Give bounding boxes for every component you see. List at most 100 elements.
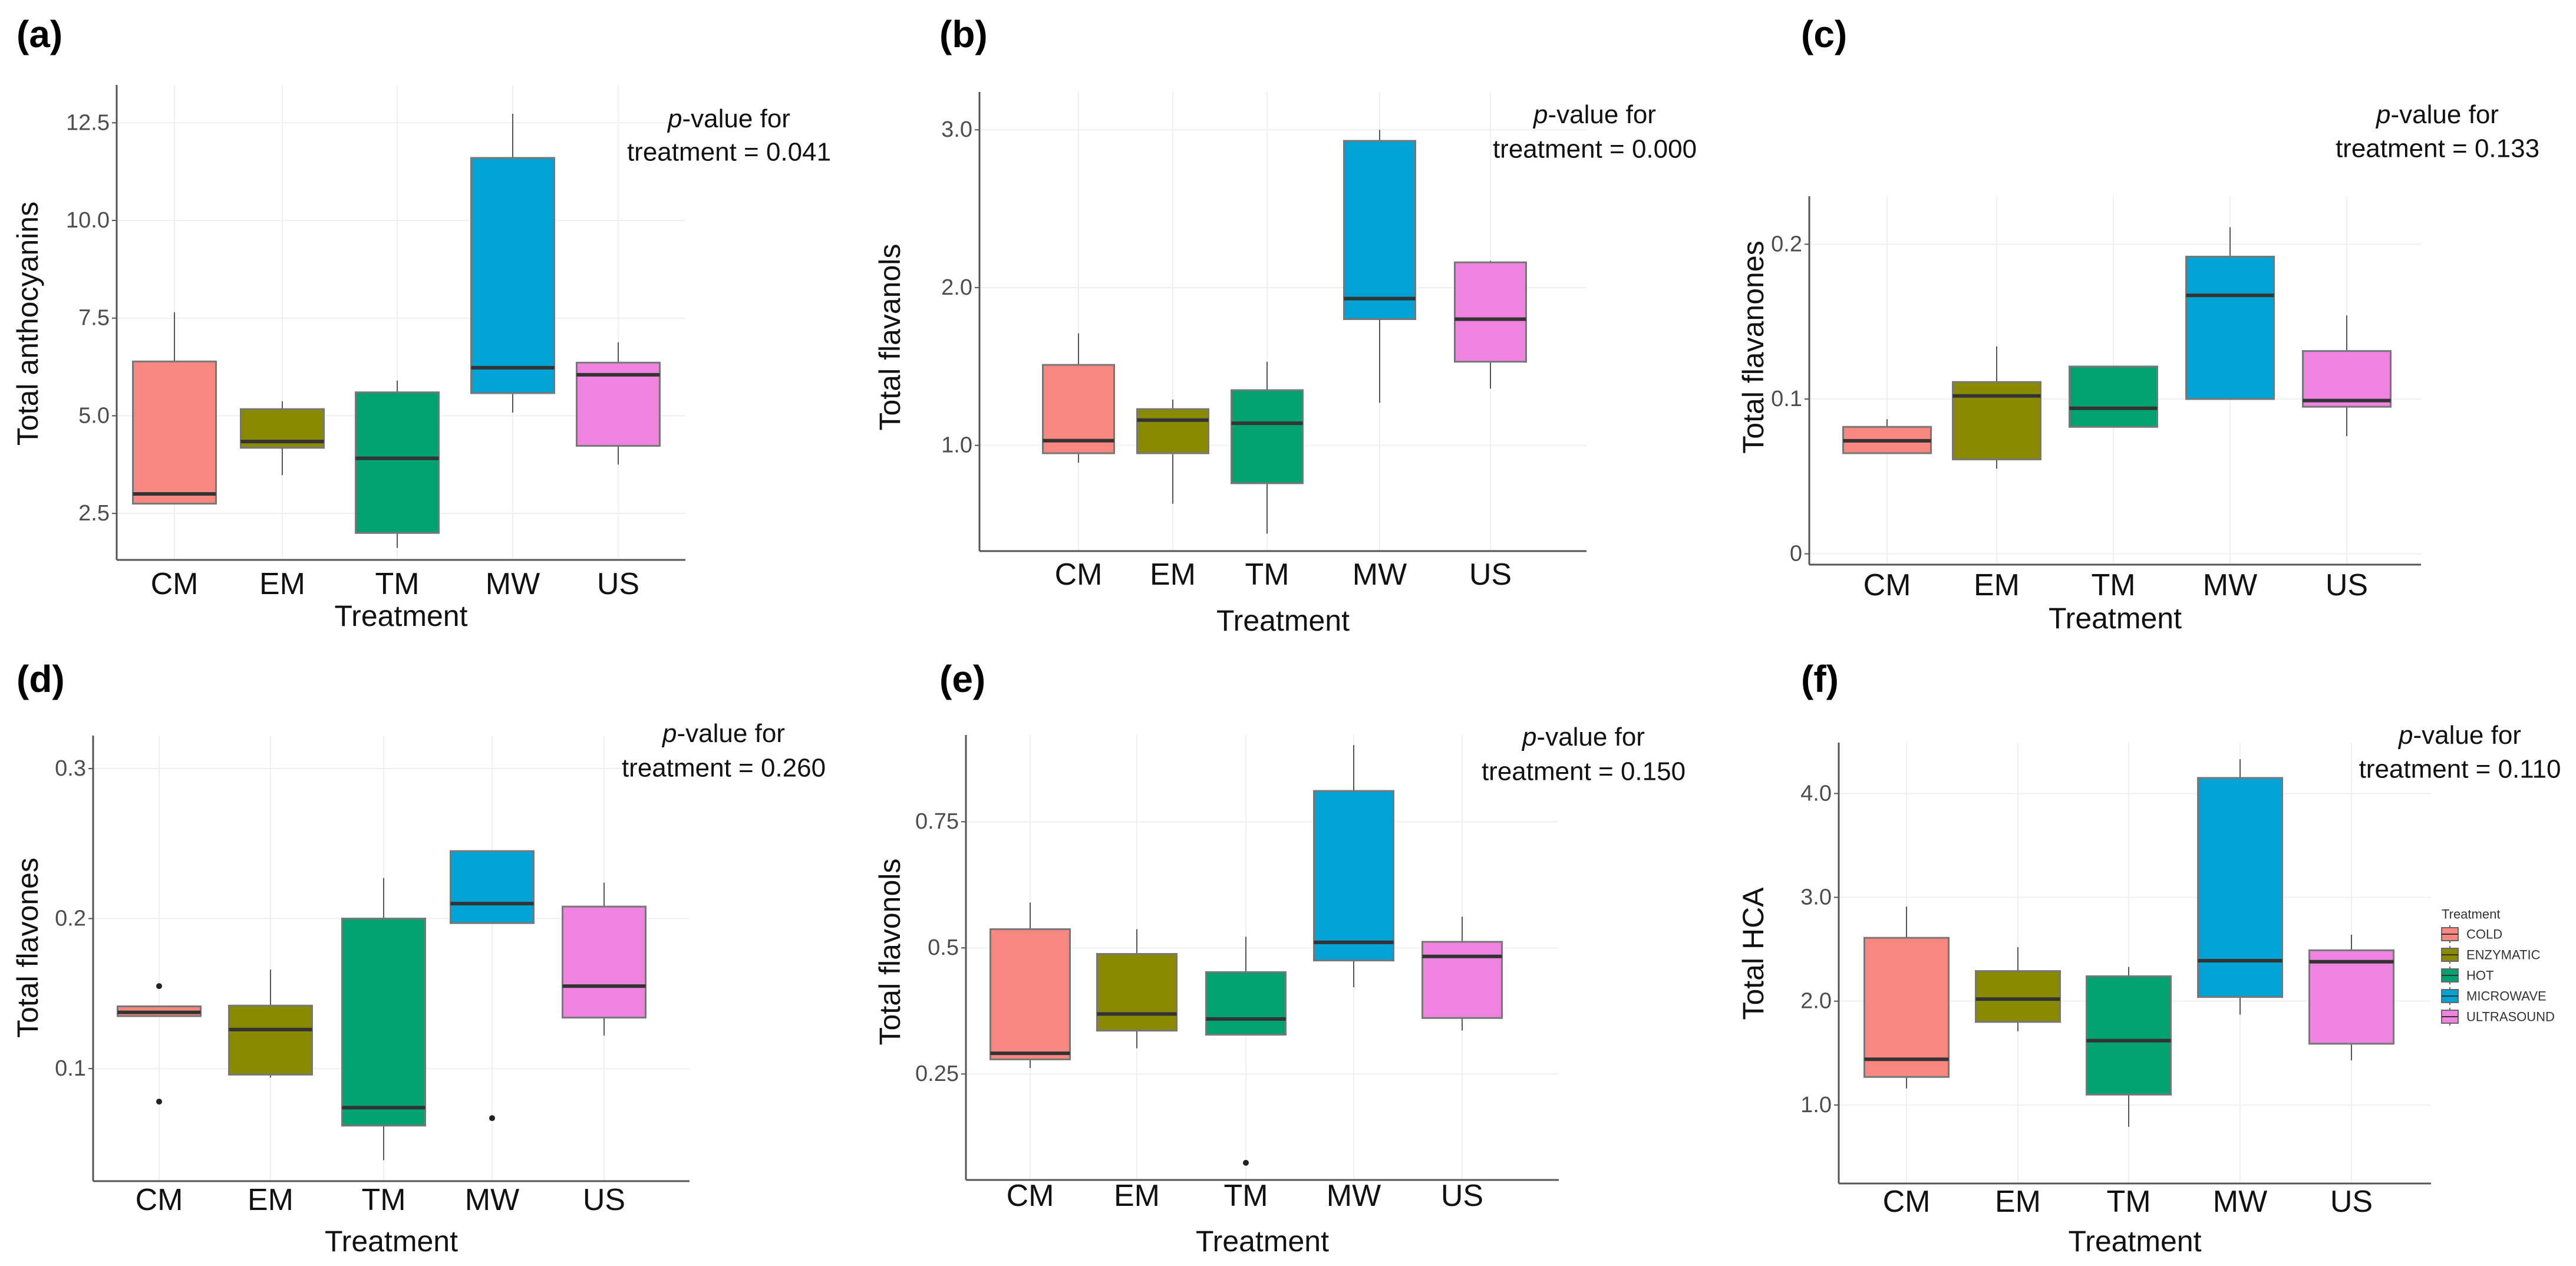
x-tick-label: TM: [375, 567, 419, 601]
box-iqr: [1952, 381, 2041, 460]
p-value-italic-p: p: [2397, 721, 2413, 750]
legend-item: ULTRASOUND: [2441, 1008, 2555, 1026]
box-iqr: [2086, 975, 2172, 1096]
box-iqr: [1343, 140, 1416, 320]
x-tick-label: EM: [259, 567, 305, 601]
x-tick-label: MW: [2213, 1185, 2267, 1219]
box-US: [562, 882, 647, 1036]
p-value-text: -value for: [1537, 723, 1645, 751]
legend-item: MICROWAVE: [2441, 987, 2547, 1005]
box-MW: [470, 114, 555, 413]
x-tick-label: US: [1469, 558, 1512, 592]
legend-item: ENZYMATIC: [2441, 946, 2541, 964]
y-tick-label: 0: [1790, 542, 1802, 566]
box-TM: [1231, 361, 1304, 534]
panel-label: (f): [1801, 658, 1839, 700]
y-axis-title: Total flavones: [11, 858, 44, 1038]
x-tick-label: US: [1441, 1179, 1483, 1213]
y-tick-label: 10.0: [66, 208, 110, 233]
p-value-text: -value for: [2391, 100, 2499, 129]
p-value-italic-p: p: [1532, 100, 1548, 129]
x-tick-label: EM: [1974, 568, 2020, 602]
box-MW: [1343, 130, 1416, 403]
box-iqr: [1136, 408, 1209, 454]
box-TM: [341, 878, 426, 1160]
y-tick-label: 1.0: [941, 433, 972, 458]
x-tick-label: US: [597, 567, 639, 601]
x-tick-label: US: [2326, 568, 2368, 602]
y-tick-label: 12.5: [66, 110, 110, 135]
y-tick-label: 0.1: [1771, 387, 1802, 411]
x-tick-label: TM: [2106, 1185, 2150, 1219]
panel-label: (e): [939, 658, 985, 700]
x-tick-label: US: [2330, 1185, 2373, 1219]
p-value-line2: treatment = 0.260: [622, 754, 826, 783]
box-iqr: [228, 1004, 313, 1076]
y-tick-label: 0.2: [55, 906, 86, 931]
y-axis-title: Total flavanones: [1737, 240, 1770, 453]
p-value-line2: treatment = 0.133: [2336, 134, 2539, 163]
box-TM: [355, 380, 440, 548]
box-EM: [240, 401, 325, 476]
box-CM: [1042, 333, 1115, 463]
box-iqr: [1975, 970, 2061, 1023]
x-tick-label: CM: [136, 1183, 183, 1217]
x-tick-label: US: [583, 1183, 625, 1217]
y-tick-label: 3.0: [1800, 885, 1832, 909]
box-EM: [1975, 947, 2061, 1031]
y-tick-label: 2.5: [78, 501, 110, 526]
box-EM: [1096, 929, 1177, 1049]
box-EM: [1136, 400, 1209, 504]
box-iqr: [450, 850, 535, 924]
box-MW: [2185, 227, 2275, 400]
box-iqr: [1042, 364, 1115, 454]
box-iqr: [1231, 389, 1304, 484]
p-value-line1: p-value for: [2397, 721, 2521, 750]
x-axis-title: Treatment: [2049, 602, 2182, 635]
box-iqr: [132, 360, 217, 505]
box-iqr: [1454, 261, 1527, 363]
box-EM: [228, 970, 313, 1078]
box-iqr: [1096, 953, 1177, 1032]
box-CM: [1863, 906, 1950, 1089]
x-tick-label: EM: [1995, 1185, 2041, 1219]
p-value-line1: p-value for: [2375, 100, 2499, 129]
box-US: [1421, 916, 1503, 1031]
box-US: [1454, 261, 1527, 389]
x-tick-label: EM: [248, 1183, 293, 1217]
box-iqr: [2308, 949, 2394, 1045]
x-tick-label: MW: [1327, 1179, 1381, 1213]
legend-item: HOT: [2441, 967, 2493, 984]
box-iqr: [1313, 790, 1394, 962]
box-iqr: [2185, 255, 2275, 400]
x-tick-label: CM: [1863, 568, 1911, 602]
panel-label: (a): [17, 13, 62, 55]
panel-f: 1.0 2.0 3.0 4.0 CM EM TM MW US Treatment Total HCA…: [1737, 658, 2561, 1258]
box-CM: [117, 983, 202, 1105]
x-axis-title: Treatment: [334, 599, 467, 632]
box-MW: [450, 850, 535, 1122]
x-axis-title: Treatment: [2068, 1225, 2201, 1258]
y-tick-label: 0.2: [1771, 232, 1802, 256]
box-EM: [1952, 346, 2041, 469]
panel-label: (b): [939, 13, 988, 55]
panel-a: 2.5 5.0 7.5 10.0 12.5 CM EM TM MW US Treatment Tota…: [11, 13, 831, 632]
y-tick-label: 1.0: [1800, 1093, 1832, 1117]
p-value-line2: treatment = 0.150: [1482, 757, 1686, 786]
y-tick-label: 7.5: [78, 306, 110, 331]
box-iqr: [1863, 937, 1950, 1078]
y-tick-label: 2.0: [1800, 989, 1832, 1014]
legend-title: Treatment: [2442, 907, 2500, 922]
box-US: [2308, 934, 2394, 1061]
p-value-italic-p: p: [661, 719, 677, 748]
x-tick-label: MW: [486, 567, 540, 601]
y-axis-title: Total flavanols: [873, 244, 906, 431]
box-TM: [2069, 365, 2158, 428]
box-iqr: [470, 157, 555, 394]
box-MW: [2197, 759, 2283, 1015]
y-tick-label: 0.1: [55, 1056, 86, 1081]
x-tick-label: CM: [1007, 1179, 1054, 1213]
p-value-line1: p-value for: [1532, 100, 1656, 129]
y-tick-label: 0.25: [915, 1061, 959, 1086]
box-iqr: [562, 905, 647, 1019]
